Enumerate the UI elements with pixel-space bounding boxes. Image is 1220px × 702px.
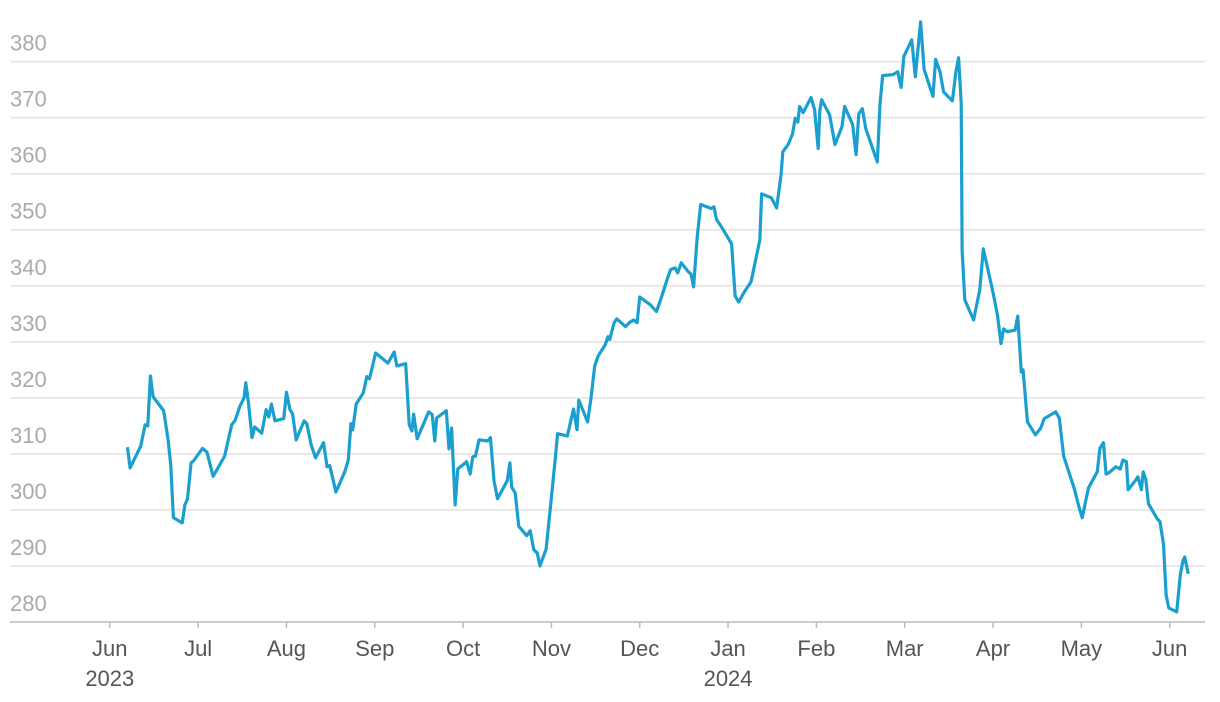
y-tick-label: 360	[10, 143, 47, 168]
y-tick-label: 280	[10, 591, 47, 616]
y-tick-label: 300	[10, 479, 47, 504]
x-tick-label: Jun	[92, 636, 127, 661]
x-tick-label: May	[1061, 636, 1103, 661]
x-tick-label: Nov	[532, 636, 571, 661]
x-tick-label: Apr	[976, 636, 1010, 661]
y-tick-label: 330	[10, 311, 47, 336]
x-tick-label: Dec	[620, 636, 659, 661]
x-tick-label: Feb	[797, 636, 835, 661]
x-tick-label: Aug	[267, 636, 306, 661]
y-tick-label: 340	[10, 255, 47, 280]
x-tick-label: Jun	[1152, 636, 1187, 661]
x-year-label: 2023	[85, 666, 134, 691]
x-tick-label: Mar	[886, 636, 924, 661]
x-tick-label: Jul	[184, 636, 212, 661]
x-tick-label: Jan	[710, 636, 745, 661]
y-tick-label: 370	[10, 87, 47, 112]
price-line	[125, 20, 1190, 614]
y-tick-label: 380	[10, 31, 47, 56]
y-tick-label: 350	[10, 199, 47, 224]
x-year-label: 2024	[704, 666, 753, 691]
y-tick-label: 310	[10, 423, 47, 448]
y-tick-label: 320	[10, 367, 47, 392]
x-tick-label: Oct	[446, 636, 480, 661]
x-tick-label: Sep	[355, 636, 394, 661]
y-tick-label: 290	[10, 535, 47, 560]
